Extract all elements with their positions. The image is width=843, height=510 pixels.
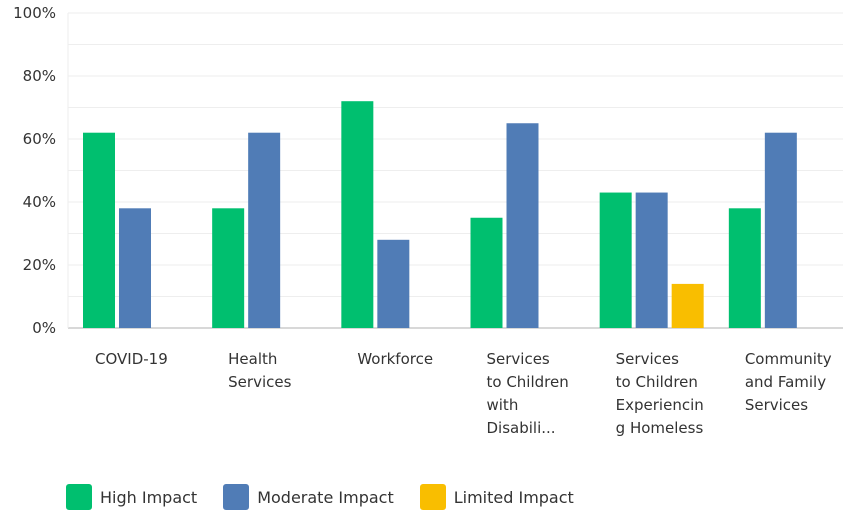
x-tick-label: Health Services	[228, 350, 291, 391]
bars	[83, 101, 797, 328]
gridlines	[67, 12, 843, 329]
bar-high-impact[interactable]	[212, 208, 245, 328]
legend-item-moderate-impact[interactable]: Moderate Impact	[223, 484, 394, 510]
y-tick-label: 100%	[13, 4, 56, 22]
y-tick-label: 80%	[23, 67, 56, 85]
bar-limited-impact[interactable]	[671, 283, 704, 328]
legend: High Impact Moderate Impact Limited Impact	[66, 484, 600, 510]
x-tick-label: Services to Children with Disabili...	[487, 350, 569, 437]
bar-high-impact[interactable]	[470, 217, 503, 328]
bar-moderate-impact[interactable]	[119, 208, 151, 328]
legend-swatch	[223, 484, 250, 510]
bar-moderate-impact[interactable]	[635, 192, 668, 328]
y-tick-label: 40%	[23, 193, 56, 211]
x-tick-label: Workforce	[357, 350, 433, 368]
legend-label: Moderate Impact	[257, 487, 394, 507]
y-tick-label: 0%	[32, 319, 56, 337]
y-tick-label: 20%	[23, 256, 56, 274]
bar-chart: 0% 20% 40% 60% 80% 100% COVID-19 Health Service…	[13, 4, 843, 437]
legend-label: High Impact	[100, 487, 198, 507]
x-tick-label: Services to Children Experiencin g Homeless	[616, 350, 704, 437]
legend-item-high-impact[interactable]: High Impact	[66, 484, 197, 510]
bar-moderate-impact[interactable]	[506, 123, 539, 328]
legend-label: Limited Impact	[453, 487, 574, 507]
y-tick-label: 60%	[23, 130, 56, 148]
bar-high-impact[interactable]	[83, 132, 115, 328]
bar-high-impact[interactable]	[341, 101, 374, 328]
legend-item-limited-impact[interactable]: Limited Impact	[419, 484, 574, 510]
y-axis-ticks: 0% 20% 40% 60% 80% 100%	[13, 4, 56, 337]
bar-moderate-impact[interactable]	[377, 239, 410, 328]
bar-high-impact[interactable]	[728, 208, 761, 328]
x-axis-ticks: COVID-19 Health Services Workforce Services t…	[95, 350, 832, 437]
bar-moderate-impact[interactable]	[764, 132, 797, 328]
x-tick-label: COVID-19	[95, 350, 168, 368]
bar-moderate-impact[interactable]	[248, 132, 281, 328]
bar-high-impact[interactable]	[599, 192, 632, 328]
legend-swatch	[66, 484, 92, 510]
legend-swatch	[419, 484, 446, 510]
x-tick-label: Community and Family Services	[745, 350, 832, 414]
